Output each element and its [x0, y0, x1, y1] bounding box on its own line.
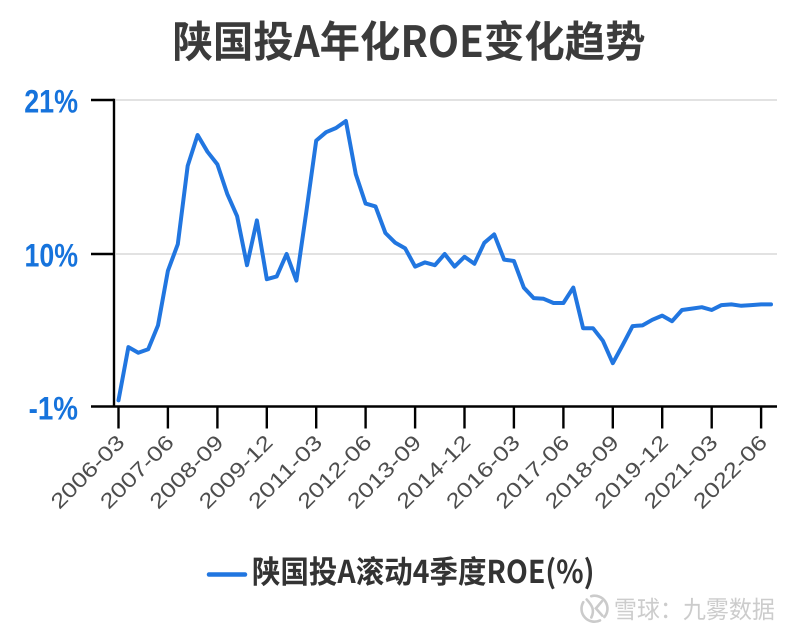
svg-text:-1%: -1% [29, 391, 78, 427]
svg-text:10%: 10% [25, 238, 79, 274]
svg-text:21%: 21% [24, 84, 78, 120]
